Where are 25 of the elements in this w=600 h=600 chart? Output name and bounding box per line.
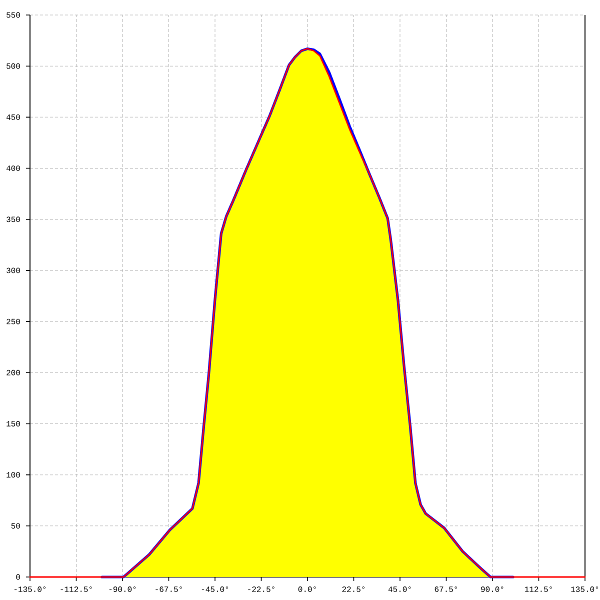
x-tick-label: -22.5° [248,586,274,592]
y-tick-label: 300 [6,268,20,274]
x-tick-label: -45.0° [202,586,228,592]
y-tick-label: 50 [11,523,20,529]
x-tick-label: -67.5° [156,586,182,592]
y-tick-label: 0 [16,574,20,580]
x-tick-label: -112.5° [60,586,92,592]
y-tick-label: 550 [6,12,20,18]
x-tick-label: -90.0° [109,586,136,592]
x-tick-label: 67.5° [434,586,457,592]
y-tick-label: 350 [6,216,20,222]
x-tick-label: -135.0° [14,586,46,592]
x-tick-label: 0.0° [298,586,316,592]
y-tick-label: 200 [6,370,20,376]
y-tick-label: 100 [6,472,20,478]
y-tick-label: 400 [6,166,20,171]
y-tick-label: 450 [6,114,20,120]
x-tick-label: 22.5° [342,586,364,592]
y-tick-label: 250 [6,318,20,324]
x-tick-label: 90.0° [481,586,504,592]
x-tick-label: 45.0° [388,586,411,592]
x-tick-label: 112.5° [524,586,552,592]
y-tick-label: 500 [6,63,20,69]
x-tick-label: 135.0° [571,586,598,592]
y-tick-label: 150 [6,421,20,426]
